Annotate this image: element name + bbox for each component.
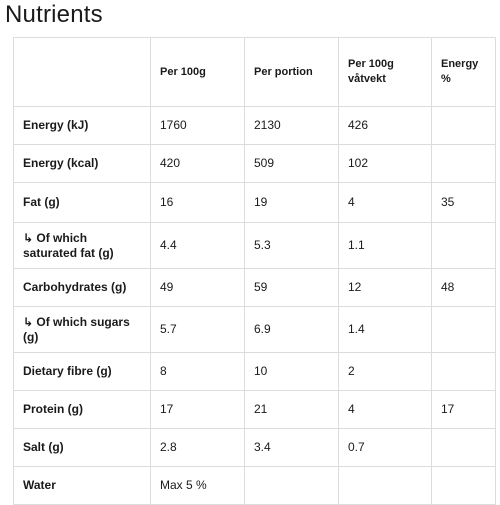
cell-per-100g-vatvekt	[338, 466, 432, 505]
cell-per-100g: 17	[150, 390, 245, 429]
cell-per-100g: 5.7	[150, 306, 245, 353]
cell-per-100g: Max 5 %	[150, 466, 245, 505]
cell-per-100g-vatvekt: 0.7	[338, 428, 432, 467]
cell-per-portion: 59	[244, 268, 339, 307]
cell-per-100g-vatvekt: 4	[338, 390, 432, 429]
header-text-energy-percent: Energy %	[441, 58, 479, 85]
cell-per-portion	[244, 466, 339, 505]
cell-per-portion: 19	[244, 182, 339, 223]
cell-per-100g: 2.8	[150, 428, 245, 467]
cell-energy-percent	[431, 106, 496, 145]
table-row: Energy (kJ) 1760 2130 426	[13, 106, 496, 145]
cell-per-portion: 3.4	[244, 428, 339, 467]
cell-per-100g: 1760	[150, 106, 245, 145]
cell-per-portion: 10	[244, 352, 339, 391]
row-label: Salt (g)	[13, 428, 151, 467]
header-cell-energy-percent: Energy %	[431, 37, 496, 107]
cell-per-100g-vatvekt: 4	[338, 182, 432, 223]
row-label: Water	[13, 466, 151, 505]
cell-per-portion: 509	[244, 144, 339, 183]
cell-per-portion: 21	[244, 390, 339, 429]
table-row: Fat (g) 16 19 4 35	[13, 182, 496, 223]
cell-per-portion: 5.3	[244, 222, 339, 269]
table-row: ↳ Of which saturated fat (g) 4.4 5.3 1.1	[13, 222, 496, 269]
row-label: Energy (kJ)	[13, 106, 151, 145]
table-row: Carbohydrates (g) 49 59 12 48	[13, 268, 496, 307]
cell-per-100g-vatvekt: 102	[338, 144, 432, 183]
cell-energy-percent: 48	[431, 268, 496, 307]
cell-energy-percent	[431, 144, 496, 183]
cell-per-100g: 16	[150, 182, 245, 223]
row-label: Carbohydrates (g)	[13, 268, 151, 307]
cell-per-100g-vatvekt: 2	[338, 352, 432, 391]
table-row: Energy (kcal) 420 509 102	[13, 144, 496, 183]
cell-energy-percent: 35	[431, 182, 496, 223]
cell-per-100g: 4.4	[150, 222, 245, 269]
table-row: Protein (g) 17 21 4 17	[13, 390, 496, 429]
cell-per-100g: 49	[150, 268, 245, 307]
cell-per-portion: 2130	[244, 106, 339, 145]
table-row: ↳ Of which sugars (g) 5.7 6.9 1.4	[13, 306, 496, 353]
cell-energy-percent	[431, 466, 496, 505]
nutrients-table: Per 100g Per portion Per 100g våtvekt En…	[13, 37, 496, 505]
cell-per-100g: 420	[150, 144, 245, 183]
header-cell-blank	[13, 37, 151, 107]
cell-per-100g: 8	[150, 352, 245, 391]
cell-energy-percent	[431, 352, 496, 391]
row-label: Dietary fibre (g)	[13, 352, 151, 391]
header-cell-per-100g: Per 100g	[150, 37, 245, 107]
cell-energy-percent	[431, 306, 496, 353]
table-row: Dietary fibre (g) 8 10 2	[13, 352, 496, 391]
row-label: Energy (kcal)	[13, 144, 151, 183]
header-text-per-100g-vatvekt: Per 100g våtvekt	[348, 58, 394, 85]
cell-energy-percent	[431, 428, 496, 467]
cell-energy-percent: 17	[431, 390, 496, 429]
cell-per-100g-vatvekt: 426	[338, 106, 432, 145]
row-label: Fat (g)	[13, 182, 151, 223]
table-header-row: Per 100g Per portion Per 100g våtvekt En…	[13, 37, 496, 107]
header-cell-per-portion: Per portion	[244, 37, 339, 107]
header-cell-per-100g-vatvekt: Per 100g våtvekt	[338, 37, 432, 107]
row-label: Protein (g)	[13, 390, 151, 429]
table-row: Salt (g) 2.8 3.4 0.7	[13, 428, 496, 467]
row-label: ↳ Of which sugars (g)	[13, 306, 151, 353]
row-label: ↳ Of which saturated fat (g)	[13, 222, 151, 269]
cell-per-portion: 6.9	[244, 306, 339, 353]
cell-per-100g-vatvekt: 1.1	[338, 222, 432, 269]
cell-per-100g-vatvekt: 1.4	[338, 306, 432, 353]
table-row: Water Max 5 %	[13, 466, 496, 505]
page-title: Nutrients	[5, 1, 103, 28]
cell-energy-percent	[431, 222, 496, 269]
cell-per-100g-vatvekt: 12	[338, 268, 432, 307]
